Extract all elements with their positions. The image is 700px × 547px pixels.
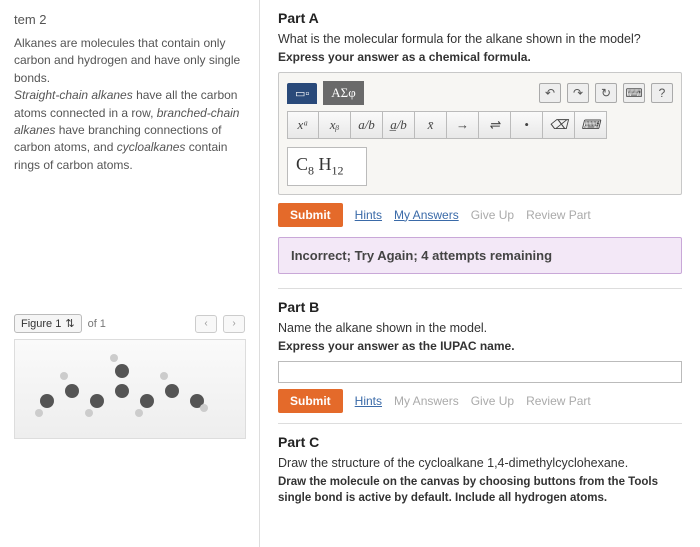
part-b-instruction: Express your answer as the IUPAC name. (278, 339, 682, 353)
part-a-question: What is the molecular formula for the al… (278, 32, 682, 46)
help-icon[interactable]: ? (651, 83, 673, 103)
item-title: tem 2 (14, 12, 245, 27)
fraction2-button[interactable]: a̲/b (383, 111, 415, 139)
fraction-button[interactable]: a/b (351, 111, 383, 139)
superscript-button[interactable]: xᵃ (287, 111, 319, 139)
figure-image (14, 339, 246, 439)
backspace-button[interactable]: ⌫ (543, 111, 575, 139)
part-c-instruction: Draw the molecule on the canvas by choos… (278, 474, 682, 506)
redo-icon[interactable]: ↷ (567, 83, 589, 103)
part-a-actions: Submit Hints My Answers Give Up Review P… (278, 203, 682, 227)
arrow-button[interactable]: → (447, 111, 479, 139)
keyboard-icon[interactable]: ⌨ (623, 83, 645, 103)
give-up-link[interactable]: Give Up (471, 208, 514, 222)
left-panel: tem 2 Alkanes are molecules that contain… (0, 0, 260, 547)
my-answers-link[interactable]: My Answers (394, 208, 459, 222)
review-link[interactable]: Review Part (526, 208, 591, 222)
submit-button[interactable]: Submit (278, 203, 343, 227)
review-link[interactable]: Review Part (526, 394, 591, 408)
part-a-title: Part A (278, 10, 682, 26)
submit-button[interactable]: Submit (278, 389, 343, 413)
sigma-tab[interactable]: ΑΣφ (323, 81, 363, 105)
part-c-title: Part C (278, 434, 682, 450)
dot-button[interactable]: • (511, 111, 543, 139)
feedback-message: Incorrect; Try Again; 4 attempts remaini… (278, 237, 682, 274)
figure-bar: Figure 1 ⇅ of 1 ‹ › (14, 314, 245, 333)
xbar-button[interactable]: x̄ (415, 111, 447, 139)
part-a-instruction: Express your answer as a chemical formul… (278, 50, 682, 64)
give-up-link[interactable]: Give Up (471, 394, 514, 408)
hints-link[interactable]: Hints (355, 208, 382, 222)
figure-prev-button[interactable]: ‹ (195, 315, 217, 333)
equilibrium-button[interactable]: ⇌ (479, 111, 511, 139)
formula-input[interactable]: C8 H12 (287, 147, 367, 186)
part-b-actions: Submit Hints My Answers Give Up Review P… (278, 389, 682, 413)
subscript-button[interactable]: xᵦ (319, 111, 351, 139)
figure-next-button[interactable]: › (223, 315, 245, 333)
dropdown-icon: ⇅ (65, 317, 74, 330)
equation-editor: ▭▫ ΑΣφ ↶ ↷ ↻ ⌨ ? xᵃ xᵦ a/b a̲/b x̄ → ⇌ •… (278, 72, 682, 195)
figure-selector[interactable]: Figure 1 ⇅ (14, 314, 82, 333)
undo-icon[interactable]: ↶ (539, 83, 561, 103)
hints-link[interactable]: Hints (355, 394, 382, 408)
reset-icon[interactable]: ↻ (595, 83, 617, 103)
part-c-question: Draw the structure of the cycloalkane 1,… (278, 456, 682, 470)
divider (278, 423, 682, 424)
part-b-question: Name the alkane shown in the model. (278, 321, 682, 335)
item-description: Alkanes are molecules that contain only … (14, 35, 245, 174)
formula-tab[interactable]: ▭▫ (287, 83, 317, 104)
part-b-title: Part B (278, 299, 682, 315)
main-content: Part A What is the molecular formula for… (260, 0, 700, 547)
symbol-toolbar: xᵃ xᵦ a/b a̲/b x̄ → ⇌ • ⌫ ⌨ (287, 111, 673, 139)
divider (278, 288, 682, 289)
keypad-button[interactable]: ⌨ (575, 111, 607, 139)
my-answers-link[interactable]: My Answers (394, 394, 459, 408)
iupac-input[interactable] (278, 361, 682, 383)
formula-icon: ▭▫ (295, 87, 309, 100)
